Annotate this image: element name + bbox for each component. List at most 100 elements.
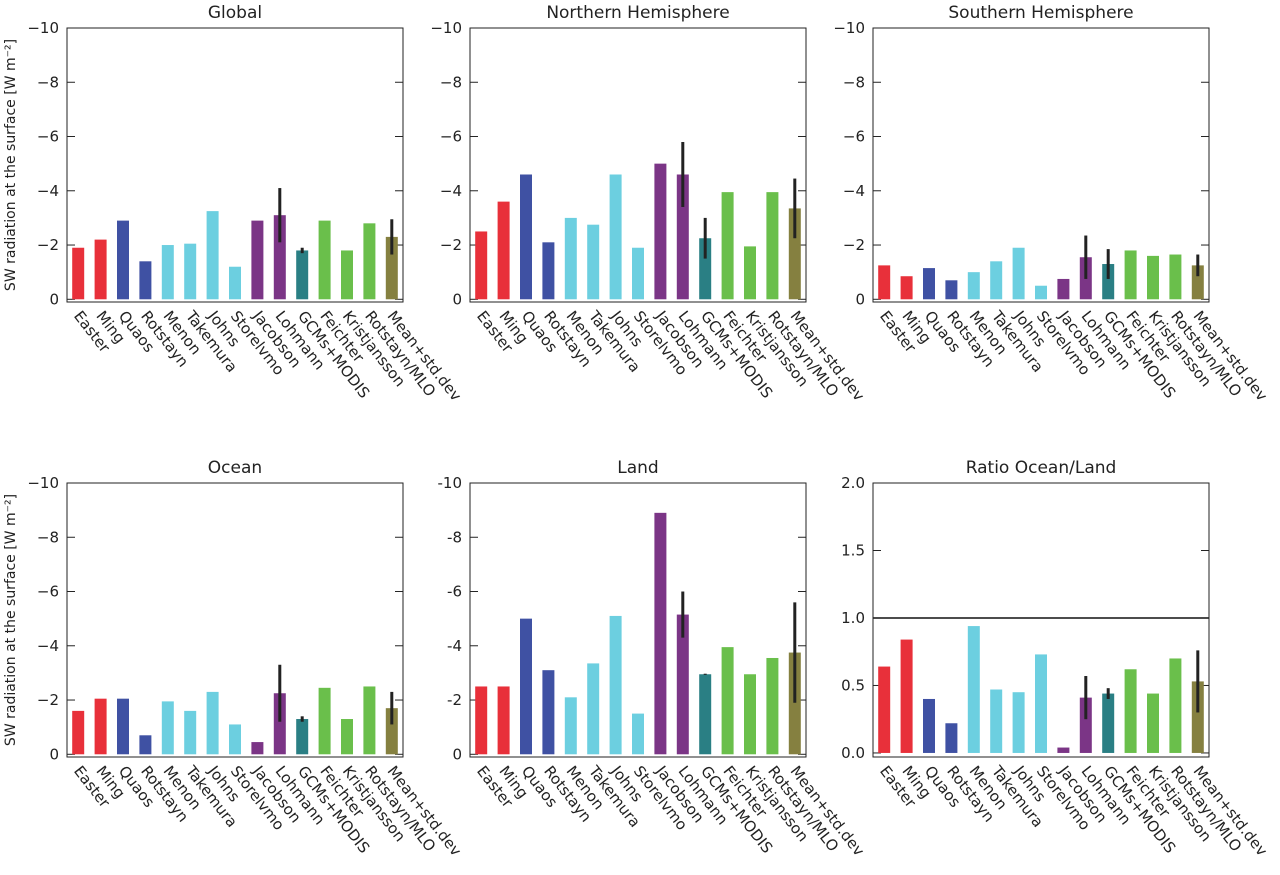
bar bbox=[385, 236, 398, 300]
bar bbox=[788, 208, 801, 300]
y-tick-label: -2 bbox=[447, 691, 462, 709]
bar bbox=[990, 689, 1003, 753]
bar bbox=[341, 719, 353, 755]
bar bbox=[1124, 250, 1137, 300]
bar bbox=[923, 268, 935, 300]
bar bbox=[206, 211, 219, 300]
bar bbox=[1057, 747, 1070, 753]
bar bbox=[900, 639, 913, 753]
y-tick-label: −4 bbox=[440, 182, 462, 200]
bar bbox=[945, 280, 958, 300]
y-tick-label: −8 bbox=[37, 528, 59, 546]
bar bbox=[94, 239, 107, 300]
y-tick-label: -10 bbox=[438, 474, 463, 492]
y-tick-label: 1.0 bbox=[841, 609, 865, 627]
y-tick-label: 2.0 bbox=[841, 474, 865, 492]
bar bbox=[699, 674, 712, 755]
bar bbox=[363, 686, 376, 755]
y-tick-label: −6 bbox=[843, 128, 865, 146]
bar bbox=[520, 618, 532, 755]
bar bbox=[587, 663, 600, 755]
plot-frame bbox=[872, 482, 1210, 758]
y-axis-label: SW radiation at the surface [W m⁻²] bbox=[3, 39, 19, 291]
bar bbox=[475, 231, 488, 300]
panel-title: Land bbox=[617, 458, 658, 478]
bar bbox=[632, 713, 644, 755]
bar bbox=[1012, 692, 1025, 753]
panel-title: Ratio Ocean/Land bbox=[966, 458, 1117, 478]
y-tick-label: -4 bbox=[447, 637, 462, 655]
bar bbox=[609, 615, 622, 755]
bar bbox=[363, 223, 376, 300]
panel-title: Southern Hemisphere bbox=[948, 3, 1133, 23]
bar bbox=[744, 246, 756, 300]
bar bbox=[497, 686, 510, 755]
bar bbox=[273, 693, 286, 755]
y-tick-label: 0 bbox=[452, 290, 462, 308]
bar bbox=[654, 512, 667, 755]
bar bbox=[1169, 658, 1182, 753]
bar bbox=[1147, 693, 1159, 753]
bar bbox=[945, 723, 958, 753]
y-tick-label: 0.0 bbox=[841, 744, 865, 762]
bar bbox=[564, 697, 577, 755]
y-tick-label: -8 bbox=[447, 528, 462, 546]
y-tick-label: 0.5 bbox=[841, 676, 865, 694]
bar bbox=[341, 250, 353, 300]
y-tick-label: −4 bbox=[843, 182, 865, 200]
bar bbox=[139, 261, 152, 300]
y-tick-label: −8 bbox=[440, 73, 462, 91]
y-tick-label: −6 bbox=[37, 128, 59, 146]
y-tick-label: −2 bbox=[37, 236, 59, 254]
bar bbox=[587, 224, 600, 300]
bar bbox=[1147, 255, 1159, 300]
bar bbox=[229, 724, 241, 755]
bar bbox=[654, 163, 667, 300]
y-tick-label: −6 bbox=[440, 128, 462, 146]
bar bbox=[967, 626, 980, 753]
bar bbox=[1191, 265, 1204, 300]
bar bbox=[542, 670, 555, 755]
bar bbox=[1035, 654, 1047, 753]
bar bbox=[318, 220, 331, 300]
bar bbox=[900, 276, 913, 300]
y-tick-label: 1.5 bbox=[841, 541, 865, 559]
bar bbox=[318, 687, 331, 755]
bar bbox=[1102, 693, 1115, 753]
bar bbox=[161, 245, 174, 300]
y-tick-label: −10 bbox=[27, 474, 59, 492]
panel-title: Global bbox=[208, 3, 262, 23]
bar bbox=[721, 647, 734, 755]
panel: Southern Hemisphere−10−8−6−4−20EasterMin… bbox=[833, 3, 1271, 404]
bar bbox=[72, 710, 85, 755]
bar bbox=[184, 710, 197, 755]
bar bbox=[632, 247, 644, 300]
bar bbox=[1124, 669, 1137, 753]
bar bbox=[94, 698, 107, 755]
bar bbox=[609, 174, 622, 300]
bar bbox=[251, 742, 264, 755]
bar bbox=[542, 242, 555, 300]
plot-frame bbox=[872, 27, 1210, 303]
bar bbox=[721, 192, 734, 300]
bar bbox=[676, 614, 689, 755]
bar bbox=[676, 174, 689, 300]
y-tick-label: −8 bbox=[37, 73, 59, 91]
bar bbox=[117, 220, 129, 300]
bar bbox=[766, 192, 779, 300]
bar bbox=[1102, 264, 1115, 300]
y-axis-label: SW radiation at the surface [W m⁻²] bbox=[3, 494, 19, 746]
y-tick-label: 0 bbox=[49, 290, 59, 308]
y-tick-label: −4 bbox=[37, 182, 59, 200]
bar bbox=[72, 247, 85, 300]
y-tick-label: 0 bbox=[855, 290, 865, 308]
bar bbox=[967, 272, 980, 300]
bar bbox=[229, 266, 241, 300]
panel-title: Northern Hemisphere bbox=[546, 3, 729, 23]
bar bbox=[184, 243, 197, 300]
y-tick-label: -6 bbox=[447, 583, 462, 601]
bar bbox=[923, 698, 935, 753]
panel: Global SW radiation at the surface [W m⁻²… bbox=[3, 3, 465, 404]
y-tick-label: 0 bbox=[452, 745, 462, 763]
